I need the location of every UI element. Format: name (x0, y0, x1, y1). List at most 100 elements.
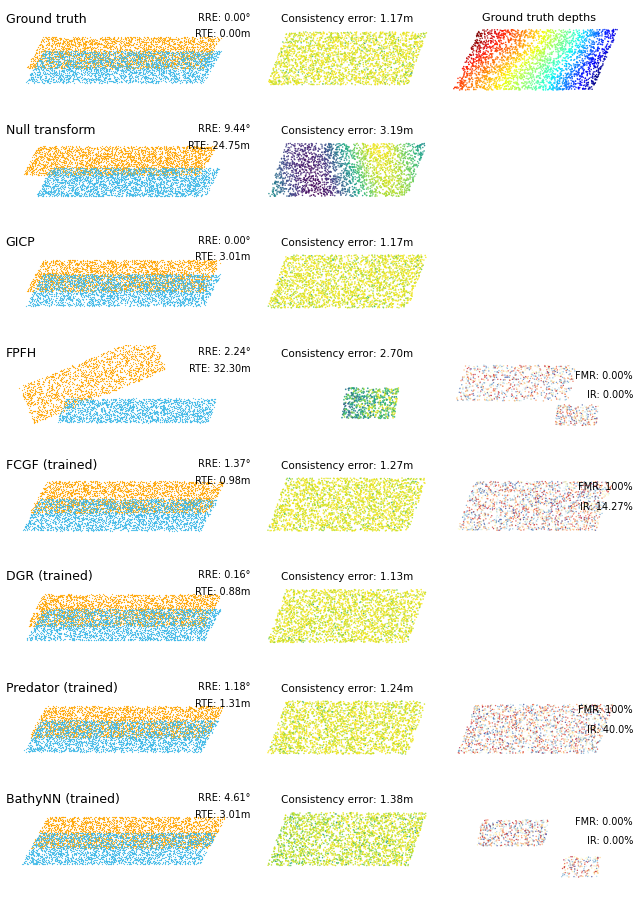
Point (157, 727, 167, 741)
Point (292, 46, 303, 61)
Point (201, 281, 211, 295)
Point (359, 819, 369, 833)
Point (56, 848, 67, 862)
Point (72, 591, 83, 605)
Point (95, 273, 105, 287)
Point (108, 497, 118, 511)
Point (137, 837, 147, 852)
Point (194, 524, 204, 538)
Point (26, 58, 36, 72)
Point (92, 38, 102, 52)
Point (133, 172, 143, 187)
Point (559, 499, 569, 514)
Point (206, 832, 216, 846)
Point (78, 376, 88, 390)
Point (314, 262, 324, 276)
Point (306, 273, 316, 287)
Point (137, 407, 147, 422)
Point (172, 707, 182, 721)
Point (268, 185, 278, 200)
Point (102, 51, 112, 65)
Point (68, 700, 78, 714)
Point (82, 189, 92, 203)
Point (147, 54, 157, 69)
Point (174, 475, 184, 489)
Point (63, 405, 73, 420)
Point (308, 57, 319, 71)
Point (63, 828, 73, 842)
Point (31, 729, 42, 743)
Point (350, 281, 360, 295)
Point (315, 739, 325, 753)
Point (310, 279, 321, 293)
Point (60, 277, 70, 292)
Point (369, 858, 380, 872)
Point (25, 278, 35, 293)
Point (50, 484, 60, 498)
Point (205, 43, 216, 58)
Point (484, 717, 494, 731)
Point (411, 144, 421, 158)
Point (113, 46, 123, 61)
Point (185, 270, 195, 284)
Point (100, 72, 111, 87)
Point (137, 47, 147, 61)
Point (109, 263, 119, 277)
Point (138, 60, 148, 74)
Point (32, 71, 42, 86)
Point (494, 60, 504, 74)
Point (102, 848, 112, 862)
Point (66, 54, 76, 69)
Point (48, 186, 58, 200)
Point (288, 157, 298, 172)
Point (70, 172, 81, 186)
Point (593, 705, 603, 720)
Point (344, 601, 355, 616)
Point (577, 405, 587, 419)
Point (593, 718, 604, 732)
Point (106, 56, 116, 70)
Point (195, 723, 205, 738)
Point (127, 496, 137, 510)
Point (89, 167, 99, 182)
Point (135, 740, 145, 754)
Point (191, 848, 202, 862)
Point (330, 476, 340, 490)
Point (145, 288, 155, 303)
Point (395, 485, 405, 499)
Point (118, 728, 128, 742)
Point (183, 483, 193, 498)
Point (129, 614, 140, 628)
Point (500, 499, 510, 514)
Point (480, 507, 490, 521)
Point (89, 604, 99, 619)
Point (394, 850, 404, 864)
Point (111, 829, 122, 843)
Point (198, 497, 208, 511)
Point (115, 359, 125, 374)
Point (342, 61, 353, 76)
Point (112, 479, 122, 493)
Point (312, 812, 323, 826)
Point (308, 276, 318, 291)
Point (95, 167, 105, 182)
Point (57, 600, 67, 614)
Point (59, 61, 69, 75)
Point (56, 610, 67, 624)
Point (122, 166, 132, 181)
Point (119, 721, 129, 735)
Point (289, 39, 300, 53)
Point (163, 512, 173, 526)
Point (537, 700, 547, 714)
Point (287, 154, 298, 169)
Point (202, 284, 212, 299)
Point (45, 832, 56, 846)
Point (115, 833, 125, 848)
Point (362, 494, 372, 508)
Point (212, 593, 222, 608)
Point (395, 811, 405, 825)
Point (91, 274, 101, 288)
Point (150, 505, 161, 519)
Point (297, 60, 307, 74)
Point (392, 265, 402, 280)
